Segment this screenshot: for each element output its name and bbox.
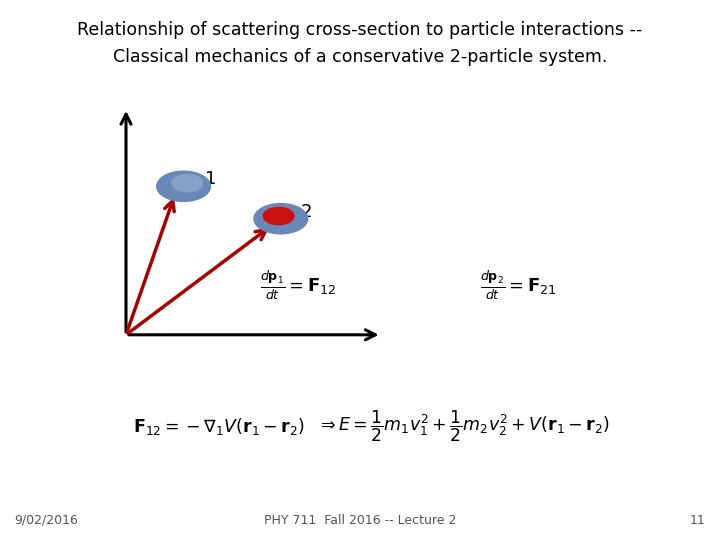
Ellipse shape [172, 174, 202, 192]
Text: 11: 11 [690, 514, 706, 526]
Text: Classical mechanics of a conservative 2-particle system.: Classical mechanics of a conservative 2-… [113, 48, 607, 66]
Ellipse shape [157, 171, 210, 201]
Text: Relationship of scattering cross-section to particle interactions --: Relationship of scattering cross-section… [77, 21, 643, 39]
Text: PHY 711  Fall 2016 -- Lecture 2: PHY 711 Fall 2016 -- Lecture 2 [264, 514, 456, 526]
Text: $\mathbf{F}_{12} = -\nabla_1 V\left(\mathbf{r}_1 - \mathbf{r}_2\right)$: $\mathbf{F}_{12} = -\nabla_1 V\left(\mat… [133, 416, 305, 437]
Text: $\Rightarrow E = \dfrac{1}{2}m_1 v_1^2 + \dfrac{1}{2}m_2 v_2^2 + V\left(\mathbf{: $\Rightarrow E = \dfrac{1}{2}m_1 v_1^2 +… [317, 409, 610, 444]
Text: $\frac{d\mathbf{p}_1}{dt} = \mathbf{F}_{12}$: $\frac{d\mathbf{p}_1}{dt} = \mathbf{F}_{… [261, 270, 337, 302]
Ellipse shape [264, 207, 294, 225]
Text: 1: 1 [205, 170, 217, 188]
Text: $\frac{d\mathbf{p}_2}{dt} = \mathbf{F}_{21}$: $\frac{d\mathbf{p}_2}{dt} = \mathbf{F}_{… [480, 270, 557, 302]
Text: 9/02/2016: 9/02/2016 [14, 514, 78, 526]
Text: 2: 2 [301, 202, 312, 221]
Ellipse shape [254, 204, 307, 234]
